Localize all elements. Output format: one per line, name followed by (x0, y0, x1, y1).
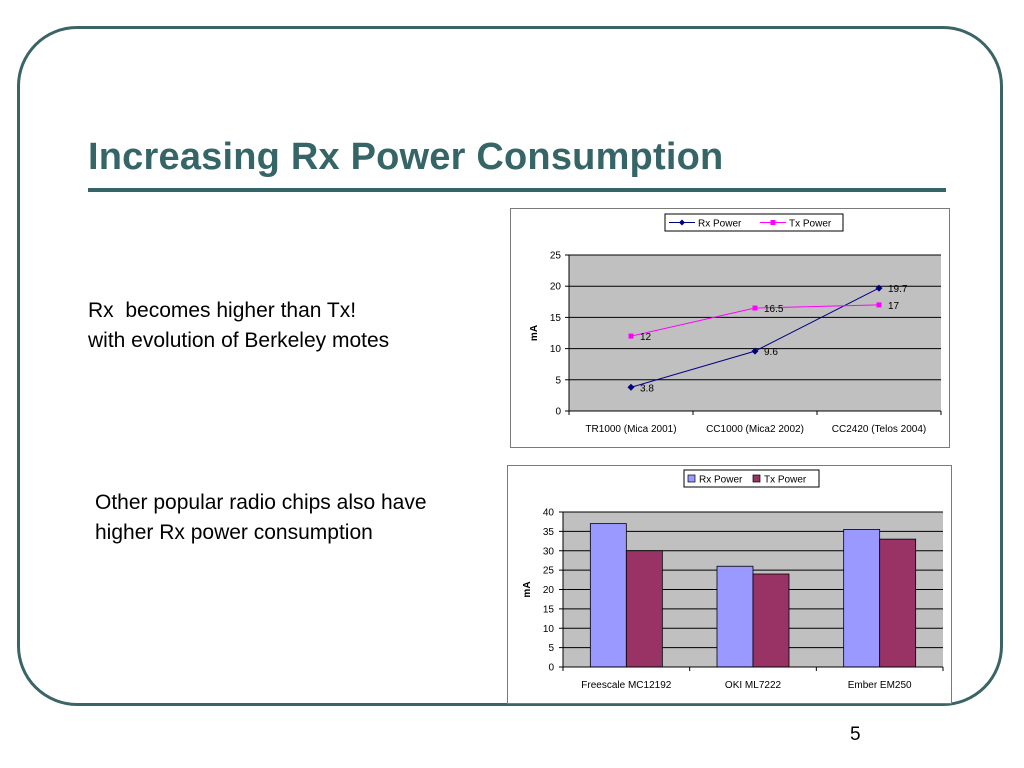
x-tick-label: OKI ML7222 (725, 680, 782, 691)
text-line: Other popular radio chips also have (95, 491, 427, 514)
legend-label: Rx Power (698, 219, 742, 230)
bar (589, 523, 627, 668)
legend-label: Tx Power (789, 219, 832, 230)
text-block-radio-chips: Other popular radio chips also have high… (95, 488, 427, 548)
y-tick-label: 20 (543, 585, 555, 596)
legend-label: Rx Power (699, 475, 743, 486)
slide-title: Increasing Rx Power Consumption (88, 136, 724, 178)
y-tick-label: 15 (550, 313, 562, 324)
data-point (627, 383, 635, 391)
x-tick-label: Freescale MC12192 (581, 680, 671, 691)
data-point (751, 347, 759, 355)
y-tick-label: 10 (543, 624, 555, 635)
y-tick-label: 20 (550, 282, 562, 293)
y-tick-label: 40 (543, 508, 555, 519)
y-tick-label: 25 (543, 566, 555, 577)
x-tick-label: CC1000 (Mica2 2002) (706, 424, 804, 435)
y-tick-label: 0 (555, 407, 561, 418)
data-label: 17 (888, 301, 900, 312)
y-tick-label: 10 (550, 344, 562, 355)
page-number: 5 (850, 724, 861, 745)
y-axis-title: mA (522, 581, 533, 597)
text-block-motes: Rx becomes higher than Tx! with evolutio… (88, 296, 389, 356)
line-chart-svg: Rx Power Tx Power 0 5 10 15 20 25 TR1000 (Mica 2… (529, 213, 942, 435)
slide-frame (17, 26, 1003, 706)
legend-swatch (687, 474, 696, 483)
y-tick-label: 30 (543, 546, 555, 557)
bar (879, 538, 917, 668)
y-tick-label: 0 (548, 663, 554, 674)
text-line: Rx becomes higher than Tx! (88, 299, 357, 322)
data-point (876, 302, 882, 308)
y-tick-label: 5 (548, 643, 554, 654)
bar (625, 550, 663, 668)
x-tick-label: Ember EM250 (848, 680, 912, 691)
legend-label: Tx Power (764, 475, 807, 486)
data-label: 12 (640, 332, 652, 343)
chart-legend (683, 469, 820, 488)
x-tick-label: CC2420 (Telos 2004) (832, 424, 927, 435)
data-point (628, 333, 634, 339)
y-tick-label: 35 (543, 527, 555, 538)
text-line: with evolution of Berkeley motes (88, 329, 390, 352)
data-label: 9.6 (764, 347, 778, 358)
line-chart-motes: Rx Power Tx Power 0 5 10 15 20 25 TR1000 (Mica 2… (510, 208, 950, 448)
y-axis-title: mA (529, 325, 540, 341)
data-label: 3.8 (640, 383, 654, 394)
data-label: 19.7 (888, 284, 908, 295)
bar (716, 565, 754, 668)
y-tick-label: 5 (555, 375, 561, 386)
legend-marker (679, 219, 685, 226)
legend-swatch (752, 474, 761, 483)
bar-chart-radio-chips: Rx Power Tx Power 0 5 10 15 20 25 30 35 40 Freescal… (507, 465, 952, 704)
data-label: 16.5 (764, 304, 784, 315)
y-tick-label: 15 (543, 604, 555, 615)
title-underline (88, 188, 946, 192)
chart-legend (664, 213, 844, 232)
x-tick-label: TR1000 (Mica 2001) (585, 424, 676, 435)
bar (843, 529, 881, 668)
bar-chart-svg: Rx Power Tx Power 0 5 10 15 20 25 30 35 40 Freescal… (522, 469, 944, 691)
data-point (875, 284, 883, 292)
plot-area (569, 255, 941, 411)
data-point (752, 305, 758, 311)
bar (752, 573, 790, 668)
text-line: higher Rx power consumption (95, 521, 373, 544)
legend-marker (770, 220, 776, 225)
y-tick-label: 25 (550, 251, 562, 262)
